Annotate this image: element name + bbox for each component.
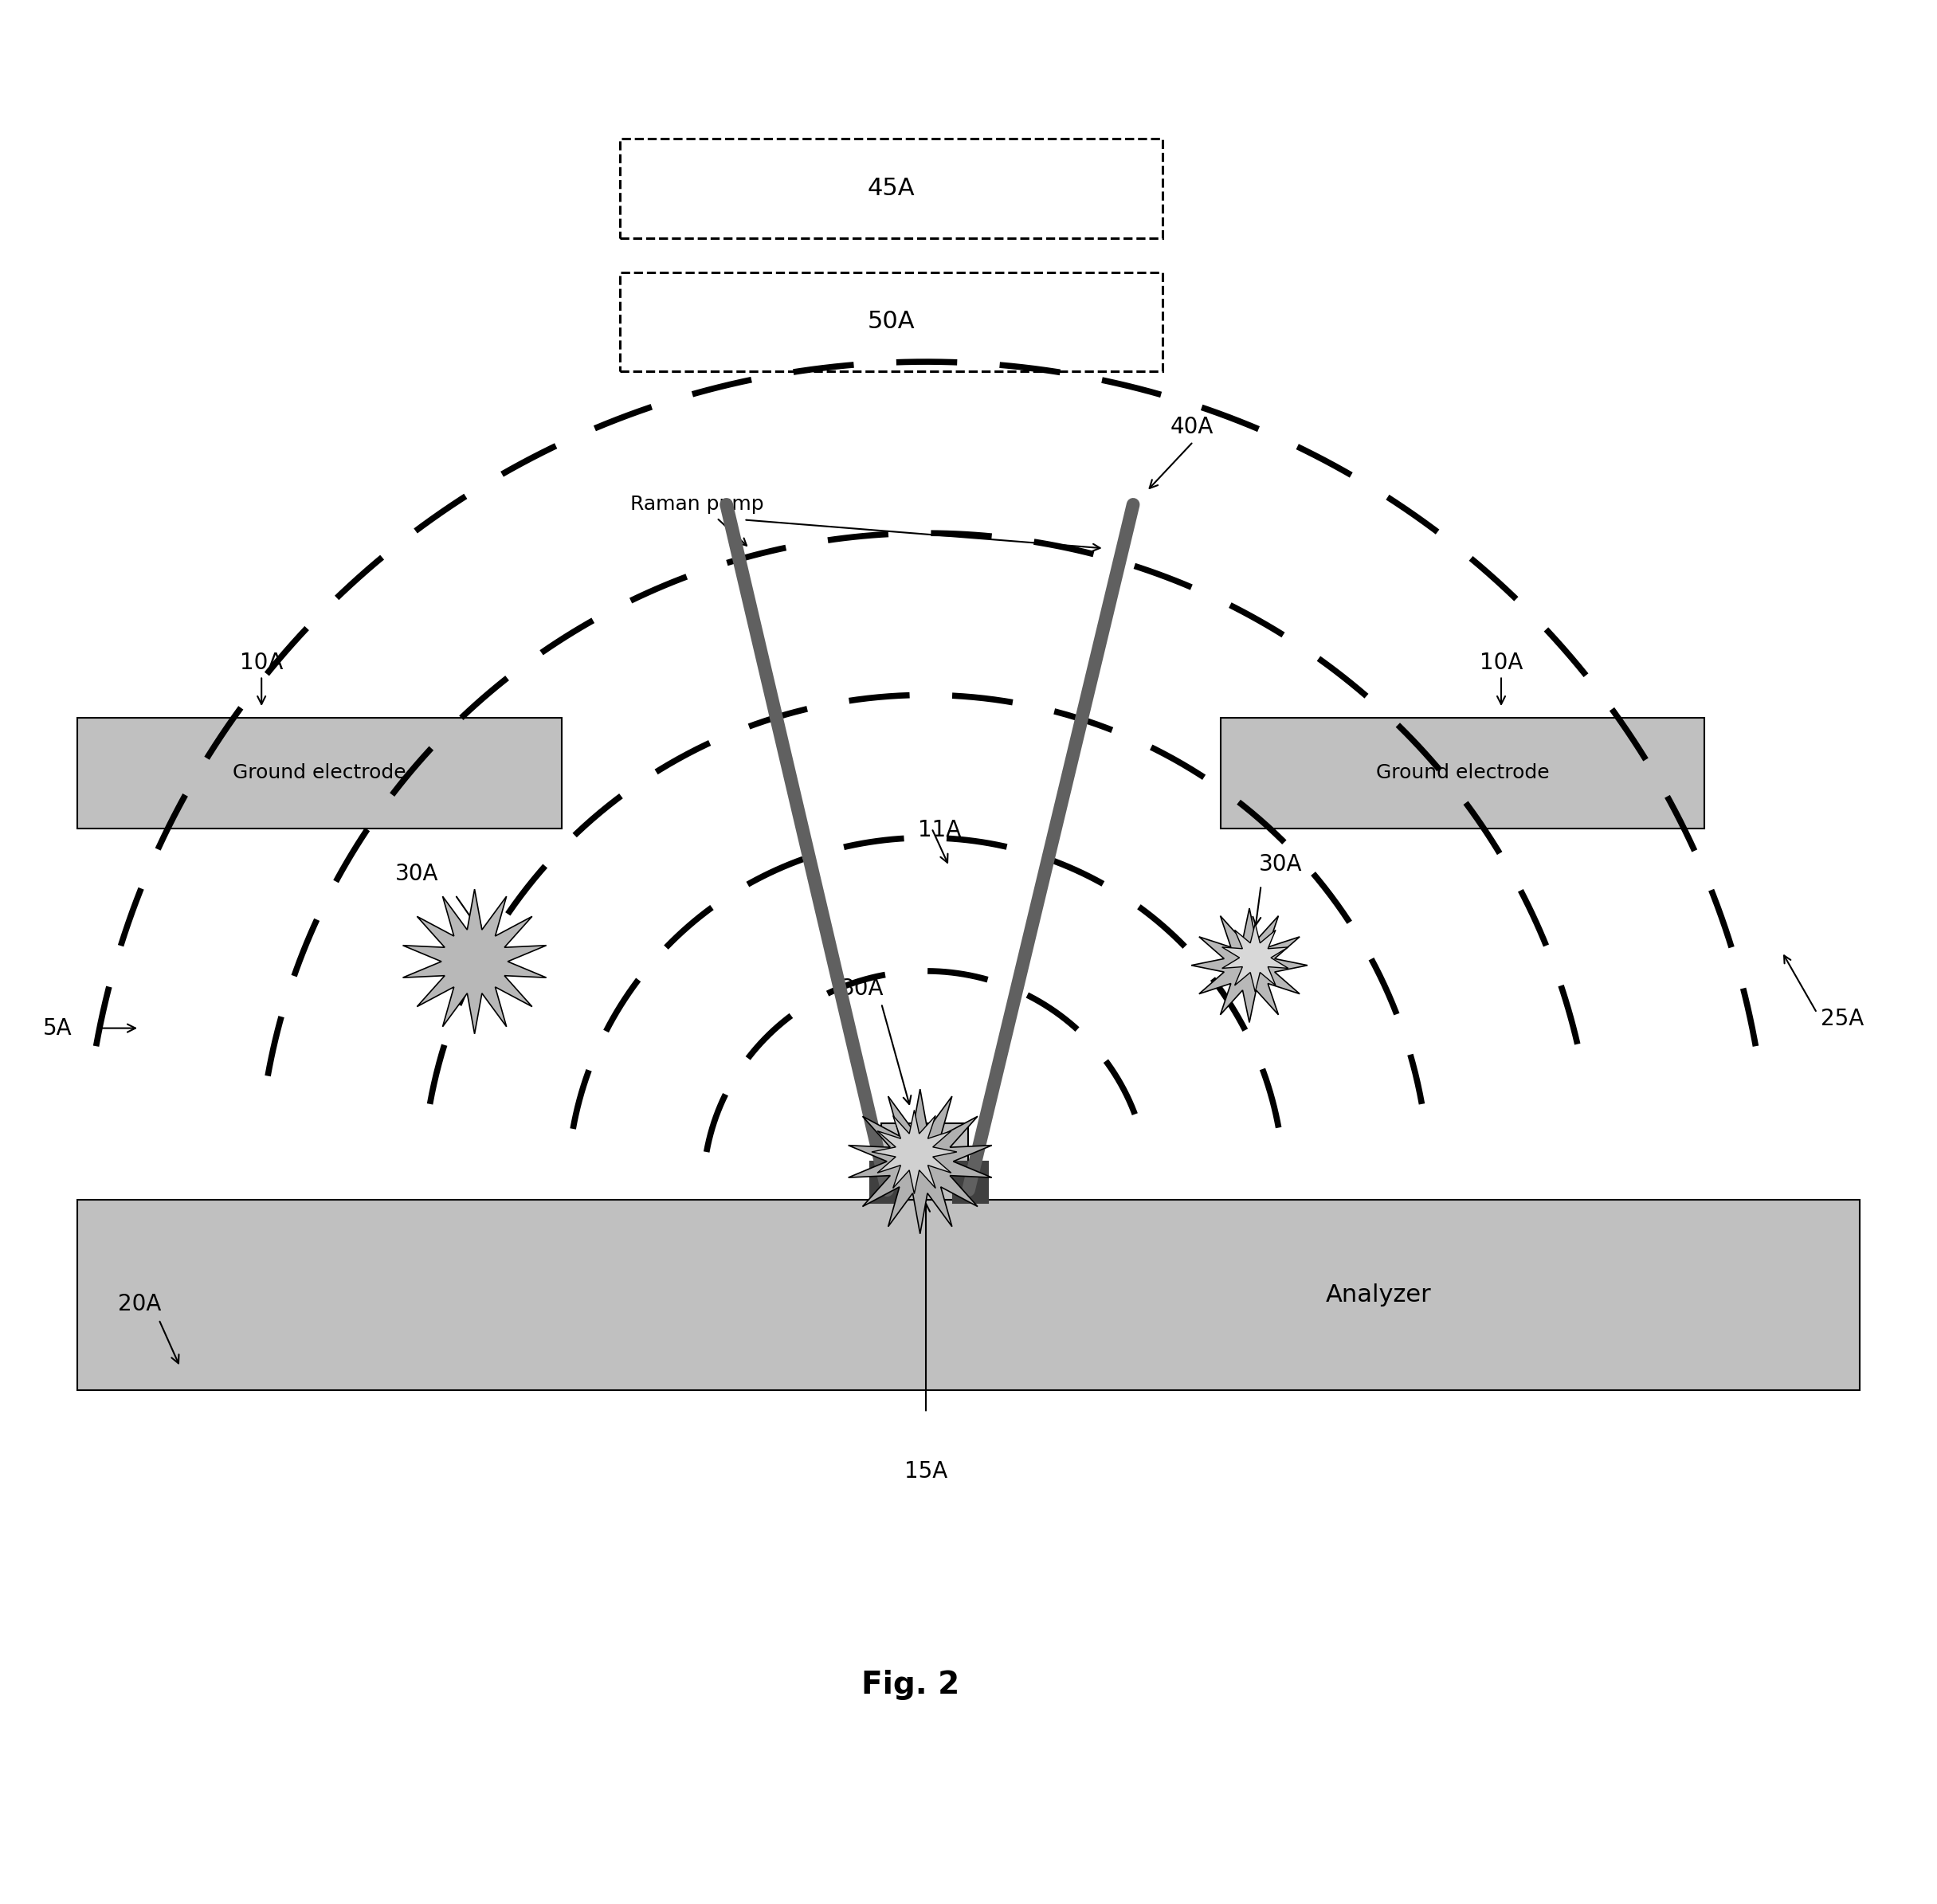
Text: 30A: 30A: [395, 863, 438, 885]
Bar: [1220, 718, 1705, 828]
Text: 40A: 40A: [1170, 415, 1213, 438]
Text: 45A: 45A: [868, 177, 914, 200]
Bar: [77, 1200, 1860, 1390]
Text: 20A: 20A: [118, 1293, 161, 1316]
Polygon shape: [848, 1089, 992, 1234]
Bar: [77, 718, 562, 828]
Bar: [881, 1123, 968, 1200]
Text: Fig. 2: Fig. 2: [862, 1670, 959, 1700]
Bar: [953, 1161, 988, 1203]
Text: Ground electrode: Ground electrode: [232, 764, 407, 783]
Text: 50A: 50A: [868, 310, 914, 333]
Polygon shape: [403, 889, 546, 1034]
Text: Analyzer: Analyzer: [1325, 1283, 1431, 1306]
Bar: [870, 1161, 905, 1203]
Text: 10A: 10A: [1480, 651, 1522, 674]
Polygon shape: [872, 1110, 957, 1194]
Text: 25A: 25A: [1821, 1007, 1863, 1030]
Text: Ground electrode: Ground electrode: [1375, 764, 1550, 783]
Text: 11A: 11A: [918, 819, 961, 842]
Text: 30A: 30A: [841, 977, 883, 1000]
Polygon shape: [1191, 908, 1307, 1022]
Text: 5A: 5A: [43, 1017, 72, 1040]
Text: Raman pump: Raman pump: [631, 495, 763, 514]
Text: 30A: 30A: [1259, 853, 1302, 876]
Text: 15A: 15A: [905, 1460, 947, 1483]
Polygon shape: [1222, 923, 1288, 992]
Text: 10A: 10A: [240, 651, 283, 674]
